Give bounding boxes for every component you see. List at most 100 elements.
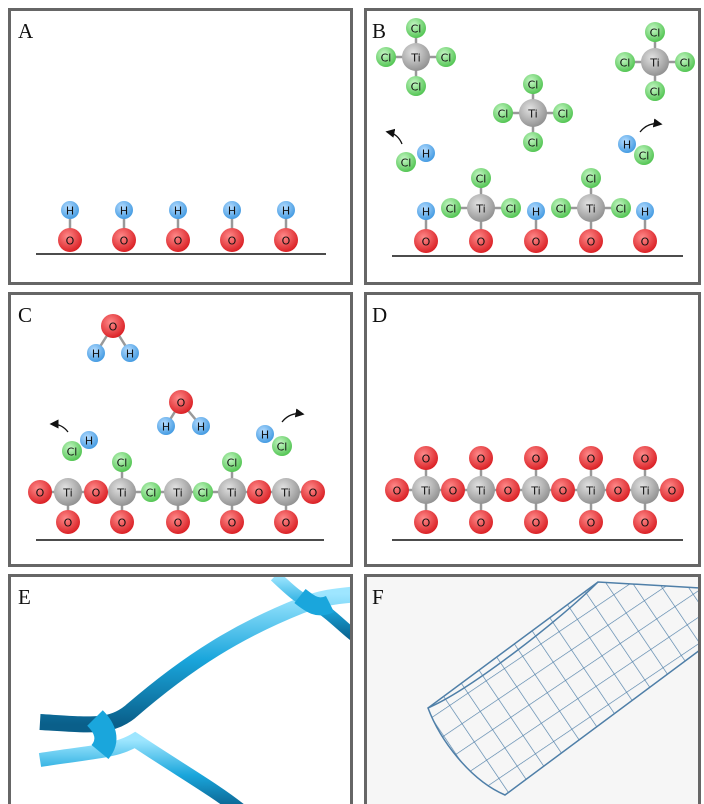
atom-label: Cl <box>620 57 631 70</box>
arrows <box>52 124 660 432</box>
stent-photo-e <box>40 576 360 804</box>
atom-label: H <box>422 148 430 161</box>
atom-label: O <box>587 236 596 249</box>
atom-label: O <box>282 235 291 248</box>
atom-label: Ti <box>420 485 430 498</box>
atom-label: H <box>92 348 100 361</box>
atom-label: O <box>174 517 183 530</box>
atom-label: Ti <box>585 203 595 216</box>
atom-label: Cl <box>411 81 422 94</box>
atom-label: O <box>532 453 541 466</box>
atom-label: O <box>641 453 650 466</box>
atom-label: Ti <box>527 108 537 121</box>
atom-label: Ti <box>475 485 485 498</box>
atom-label: Ti <box>585 485 595 498</box>
atom-label: O <box>66 235 75 248</box>
panel-label: C <box>18 303 32 327</box>
atom-label: O <box>641 236 650 249</box>
atom-label: O <box>36 487 45 500</box>
atom-label: O <box>92 487 101 500</box>
atom-label: O <box>504 485 513 498</box>
atom-label: H <box>228 205 236 218</box>
atom-label: Ti <box>530 485 540 498</box>
atom-label: Cl <box>556 203 567 216</box>
atom-label: Ti <box>280 487 290 500</box>
atom-label: O <box>477 236 486 249</box>
atom-label: H <box>162 421 170 434</box>
panel-label: A <box>18 19 34 43</box>
atom-label: Ti <box>410 52 420 65</box>
atom-label: O <box>532 236 541 249</box>
atom-label: Cl <box>586 173 597 186</box>
atom-label: O <box>477 517 486 530</box>
atom-label: H <box>174 205 182 218</box>
atom-label: O <box>449 485 458 498</box>
atoms: H H H H H O O O O O Ti Cl Cl Cl Cl Ti Cl Cl Cl Cl Ti Cl Cl Cl Cl… <box>28 18 695 534</box>
atom-label: Cl <box>616 203 627 216</box>
atom-label: Ti <box>116 487 126 500</box>
atom-label: Cl <box>528 137 539 150</box>
atom-label: Cl <box>476 173 487 186</box>
stent-photo-f <box>366 576 700 804</box>
panel-label: D <box>372 303 387 327</box>
atom-label: H <box>197 421 205 434</box>
atom-label: Cl <box>227 457 238 470</box>
atom-label: O <box>422 517 431 530</box>
atom-label: H <box>85 435 93 448</box>
atom-label: O <box>64 517 73 530</box>
atom-label: Cl <box>381 52 392 65</box>
atom-label: O <box>109 321 118 334</box>
atom-label: H <box>282 205 290 218</box>
atom-label: Ti <box>639 485 649 498</box>
atom-label: Cl <box>498 108 509 121</box>
atom-label: Cl <box>650 86 661 99</box>
atom-label: Ti <box>475 203 485 216</box>
atom-label: H <box>66 205 74 218</box>
atom-label: O <box>228 235 237 248</box>
atom-label: Ti <box>172 487 182 500</box>
atom-label: Cl <box>198 487 209 500</box>
atom-label: O <box>587 517 596 530</box>
atom-label: H <box>261 429 269 442</box>
figure: H H H H H O O O O O Ti Cl Cl Cl Cl Ti Cl Cl Cl Cl Ti Cl Cl Cl Cl… <box>0 0 704 804</box>
atom-label: O <box>559 485 568 498</box>
atom-label: H <box>126 348 134 361</box>
atom-label: Cl <box>277 441 288 454</box>
atom-label: Ti <box>226 487 236 500</box>
atom-label: Cl <box>401 157 412 170</box>
atom-label: Cl <box>506 203 517 216</box>
atom-label: O <box>282 517 291 530</box>
atom-label: Cl <box>146 487 157 500</box>
atom-label: Cl <box>639 150 650 163</box>
atom-label: Cl <box>117 457 128 470</box>
atom-label: O <box>477 453 486 466</box>
atom-label: Cl <box>650 27 661 40</box>
atom-label: O <box>422 453 431 466</box>
atom-label: O <box>118 517 127 530</box>
atom-label: O <box>228 517 237 530</box>
atom-label: O <box>177 397 186 410</box>
atom-label: Cl <box>528 79 539 92</box>
atom-label: O <box>614 485 623 498</box>
atom-label: Cl <box>441 52 452 65</box>
atom-label: H <box>532 206 540 219</box>
panel-label: B <box>372 19 386 43</box>
atom-label: O <box>668 485 677 498</box>
atom-label: O <box>587 453 596 466</box>
atom-label: Cl <box>67 446 78 459</box>
atom-label: O <box>393 485 402 498</box>
atom-label: H <box>422 206 430 219</box>
atom-label: O <box>641 517 650 530</box>
atom-label: O <box>309 487 318 500</box>
atom-label: Ti <box>62 487 72 500</box>
atom-label: O <box>422 236 431 249</box>
atom-label: Ti <box>649 57 659 70</box>
atom-label: O <box>120 235 129 248</box>
atom-balls: H H H H H O O O O O Ti Cl Cl Cl Cl Ti Cl Cl Cl Cl Ti Cl Cl Cl Cl… <box>28 18 695 534</box>
atom-label: Cl <box>446 203 457 216</box>
atom-label: H <box>623 139 631 152</box>
atom-label: H <box>641 206 649 219</box>
atom-label: Cl <box>411 23 422 36</box>
panel-label: F <box>372 585 384 609</box>
atom-label: O <box>532 517 541 530</box>
